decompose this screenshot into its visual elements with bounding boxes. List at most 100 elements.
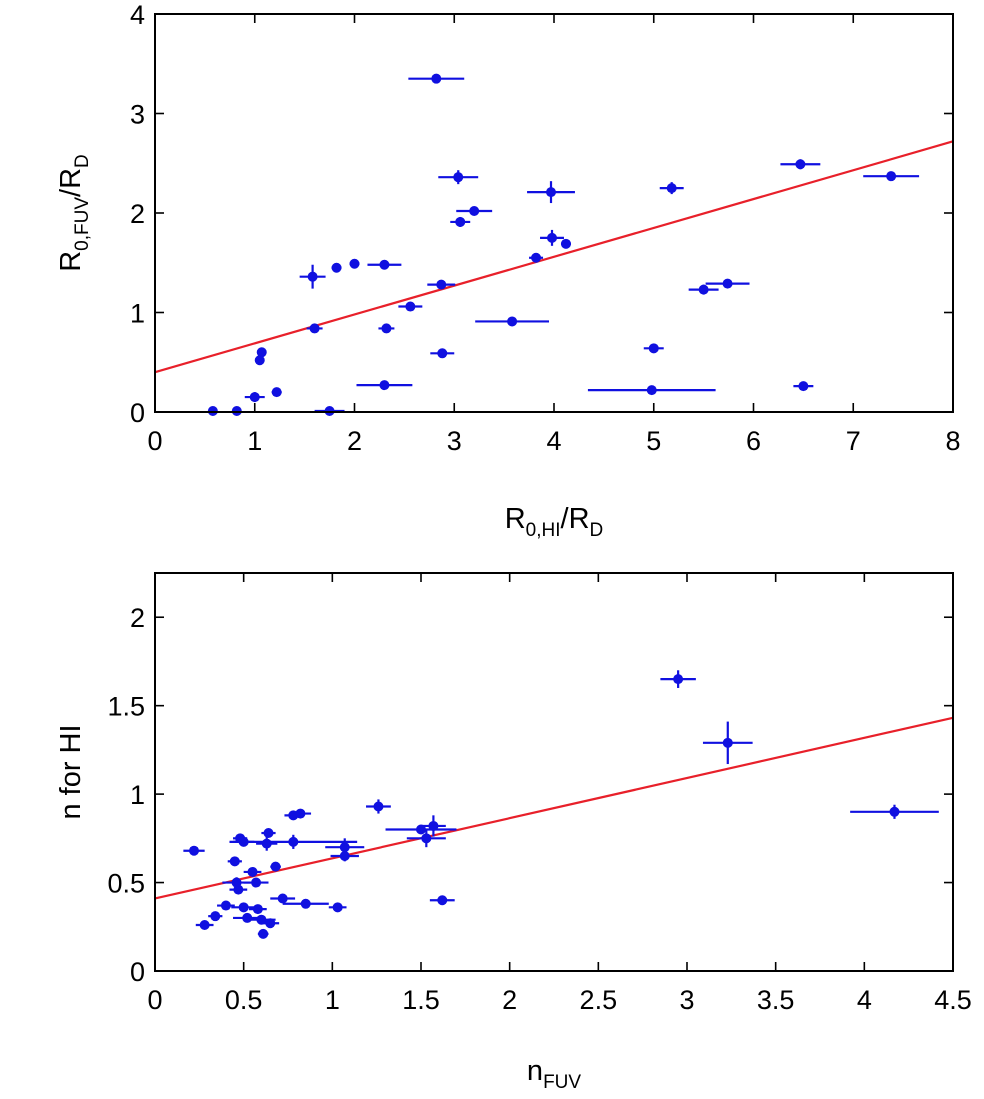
bottom-data-point <box>231 902 257 913</box>
top-point-marker <box>381 323 392 334</box>
bottom-point-marker <box>189 845 200 856</box>
top-data-point <box>254 355 265 366</box>
bottom-y-tick-label: 2 <box>130 603 145 633</box>
top-data-point <box>793 381 814 392</box>
bottom-data-point <box>850 804 939 819</box>
bottom-point-marker <box>247 866 258 877</box>
top-data-point <box>331 262 342 273</box>
top-data-point <box>356 380 413 391</box>
top-data-point <box>299 264 326 289</box>
bottom-point-marker <box>265 918 276 929</box>
bottom-data-point <box>660 670 696 688</box>
top-point-marker <box>698 284 709 295</box>
bottom-data-point <box>366 799 391 814</box>
bottom-point-marker <box>210 911 221 922</box>
bottom-point-marker <box>263 828 274 839</box>
bottom-point-marker <box>339 851 350 862</box>
top-point-marker <box>271 387 282 398</box>
top-point-marker <box>307 271 318 282</box>
top-data-point <box>367 259 402 270</box>
top-data-point <box>705 278 750 289</box>
top-data-point <box>863 171 920 182</box>
top-data-point <box>456 206 493 217</box>
bottom-data-point <box>261 828 276 839</box>
bottom-y-axis-title: n for HI <box>55 724 87 819</box>
bottom-point-marker <box>889 806 900 817</box>
top-point-marker <box>331 262 342 273</box>
bottom-data-point <box>702 721 753 765</box>
bottom-data-point <box>248 904 267 915</box>
top-fit-line <box>154 140 954 374</box>
top-point-marker <box>453 172 464 183</box>
bottom-data-point <box>421 815 446 837</box>
top-point-marker <box>249 392 260 403</box>
top-x-tick-label: 5 <box>646 426 661 456</box>
bottom-x-axis-title: nFUV <box>527 1055 581 1093</box>
top-x-tick-label: 8 <box>945 426 960 456</box>
top-x-tick-label: 3 <box>447 426 462 456</box>
top-point-marker <box>437 348 448 359</box>
top-point-marker <box>469 206 480 217</box>
bottom-data-point <box>195 920 214 931</box>
top-data-point <box>271 387 282 398</box>
top-y-tick-label: 4 <box>130 0 145 30</box>
top-data-point <box>659 182 684 195</box>
bottom-data-point <box>282 898 329 909</box>
top-point-marker <box>436 279 447 290</box>
top-point-marker <box>795 159 806 170</box>
top-scatter-plot: 0 1 2 3 4 5 6 7 8 0 1 2 3 4 R0,HI/RD R0,FUV/RD <box>55 0 961 541</box>
top-plot-marks <box>154 73 954 417</box>
bottom-fit-line <box>154 716 954 900</box>
top-point-marker <box>886 171 897 182</box>
bottom-data-point <box>208 911 223 922</box>
bottom-point-marker <box>258 928 269 939</box>
bottom-y-tick-label: 1 <box>130 780 145 810</box>
bottom-point-marker <box>199 920 210 931</box>
bottom-point-marker <box>229 856 240 867</box>
bottom-data-point <box>243 877 269 888</box>
top-data-point <box>587 385 716 396</box>
top-y-tick-label: 3 <box>130 100 145 130</box>
bottom-data-point <box>429 895 455 906</box>
top-point-marker <box>379 380 390 391</box>
bottom-point-marker <box>238 902 249 913</box>
top-data-point <box>475 316 550 327</box>
bottom-point-marker <box>428 820 439 831</box>
bottom-point-marker <box>261 838 272 849</box>
top-y-axis-title: R0,FUV/RD <box>55 154 93 272</box>
bottom-plot-ticks: 0 0.5 1 1.5 2 2.5 3 3.5 4 4.5 0 0.5 1 1.5 2 <box>107 573 972 1015</box>
bottom-x-tick-label: 4.5 <box>934 985 972 1015</box>
bottom-x-tick-label: 0.5 <box>225 985 263 1015</box>
top-data-point <box>450 216 471 227</box>
bottom-point-marker <box>373 801 384 812</box>
bottom-point-marker <box>300 898 311 909</box>
bottom-data-point <box>406 829 446 848</box>
top-point-marker <box>309 323 320 334</box>
top-y-tick-label: 1 <box>130 299 145 329</box>
top-point-marker <box>379 259 390 270</box>
bottom-data-point <box>328 902 347 913</box>
bottom-point-marker <box>339 842 350 853</box>
bottom-data-point <box>261 918 280 929</box>
bottom-data-point <box>243 866 262 877</box>
bottom-data-point <box>257 928 269 939</box>
top-point-marker <box>798 381 809 392</box>
top-point-marker <box>531 252 542 263</box>
bottom-x-tick-label: 1.5 <box>402 985 440 1015</box>
bottom-data-point <box>229 884 248 895</box>
bottom-data-point <box>229 834 358 849</box>
top-point-marker <box>349 258 360 269</box>
bottom-y-tick-label: 0 <box>130 957 145 987</box>
bottom-point-marker <box>673 674 684 685</box>
bottom-point-marker <box>295 808 306 819</box>
top-y-tick-label: 2 <box>130 199 145 229</box>
bottom-data-point <box>183 845 205 856</box>
bottom-data-point <box>217 900 235 911</box>
top-data-point <box>244 392 265 403</box>
top-point-marker <box>646 385 657 396</box>
bottom-point-marker <box>332 902 343 913</box>
bottom-point-marker <box>242 912 253 923</box>
bottom-point-marker <box>252 904 263 915</box>
bottom-x-tick-label: 2.5 <box>580 985 618 1015</box>
